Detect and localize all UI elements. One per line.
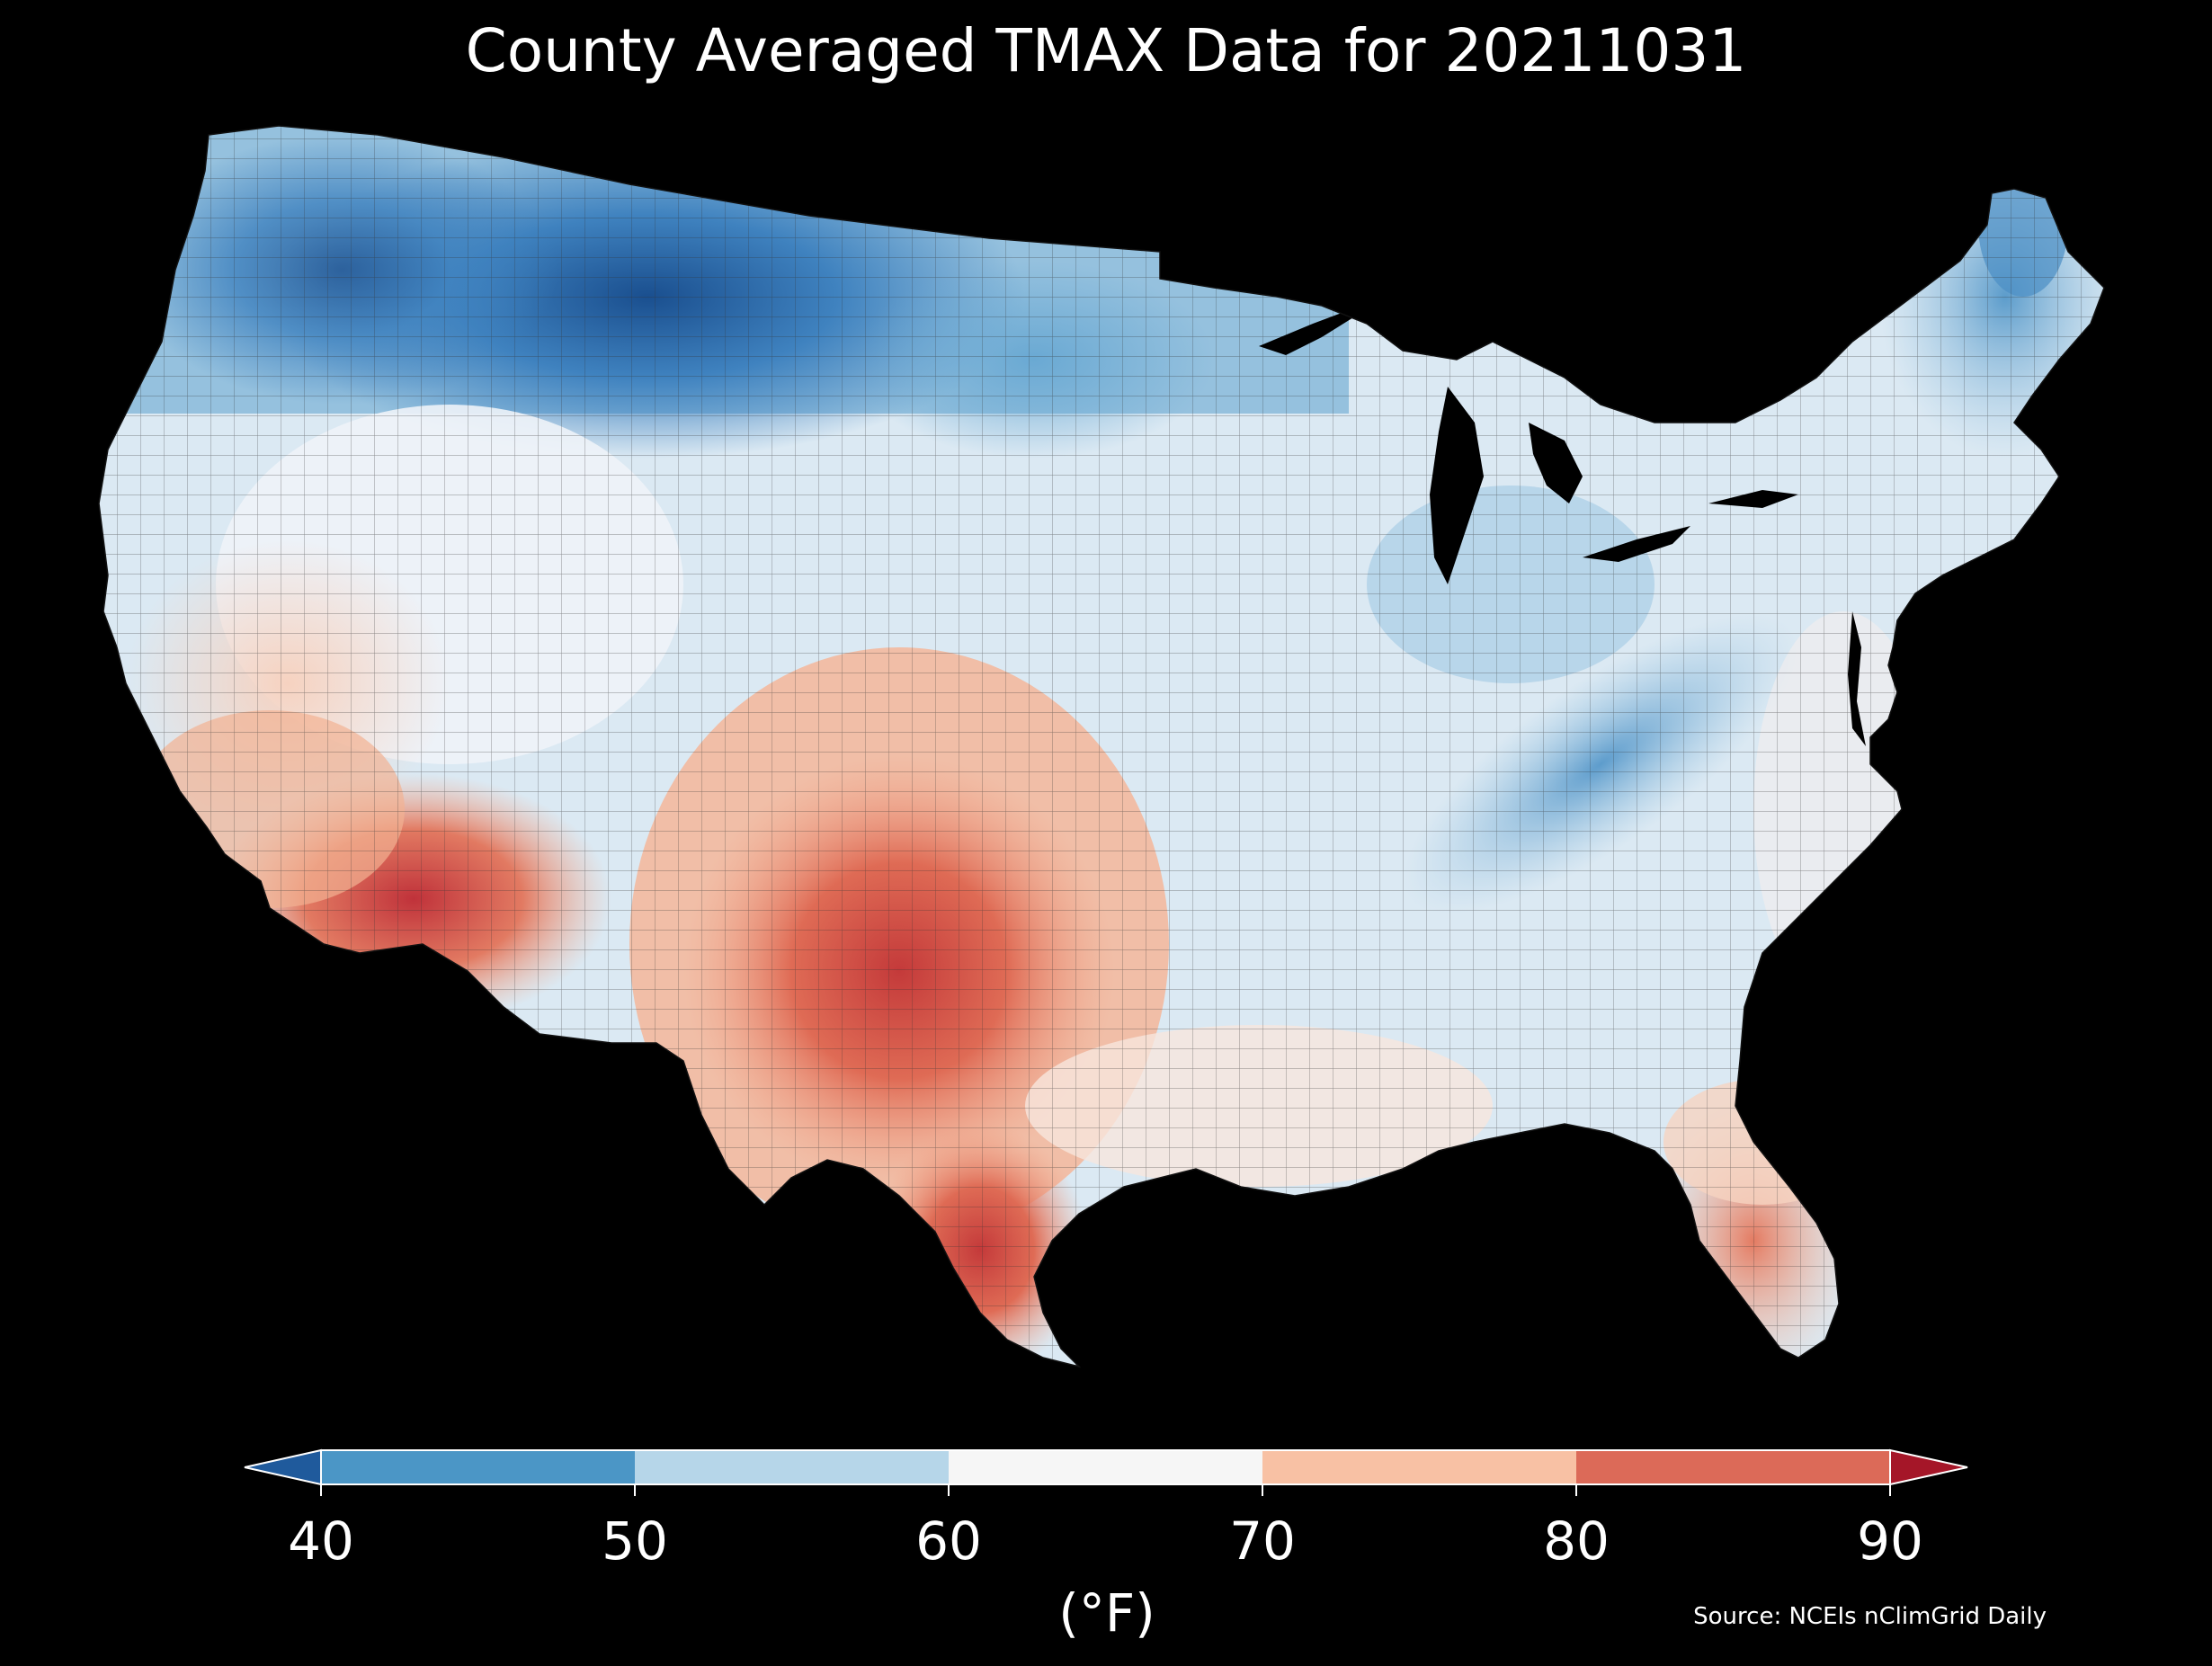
colorbar-tick-marks	[320, 1484, 1891, 1496]
temperature-field	[99, 126, 2104, 1367]
colorbar-bin	[949, 1450, 1262, 1484]
colorbar-tick-label: 80	[1543, 1510, 1610, 1572]
lake-ontario	[1708, 490, 1798, 508]
colorbar-tick-label: 50	[602, 1510, 668, 1572]
colorbar-bin	[635, 1450, 949, 1484]
lake-erie	[1583, 526, 1690, 562]
colorbar-tick-label: 70	[1229, 1510, 1296, 1572]
colorbar-under-arrow	[244, 1448, 322, 1486]
colorbar-tick-label: 60	[915, 1510, 982, 1572]
source-credit: Source: NCEIs nClimGrid Daily	[1693, 1603, 2047, 1630]
lake-michigan	[1430, 387, 1484, 584]
colorbar-bin	[1576, 1450, 1890, 1484]
colorbar-tick-label: 90	[1857, 1510, 1923, 1572]
lake-huron	[1529, 423, 1583, 503]
colorbar-over-arrow	[1889, 1448, 1968, 1486]
colorbar-unit-label: (°F)	[1058, 1582, 1155, 1644]
colorbar	[244, 1448, 1968, 1496]
map-title: County Averaged TMAX Data for 20211031	[465, 16, 1747, 85]
lake-superior	[1259, 292, 1376, 355]
colorbar-tick-label: 40	[288, 1510, 354, 1572]
colorbar-bin	[321, 1450, 635, 1484]
colorbar-bin	[1262, 1450, 1576, 1484]
colorbar-frame	[320, 1449, 1891, 1485]
chesapeake-bay	[1848, 611, 1866, 746]
us-outline	[98, 125, 2105, 1368]
